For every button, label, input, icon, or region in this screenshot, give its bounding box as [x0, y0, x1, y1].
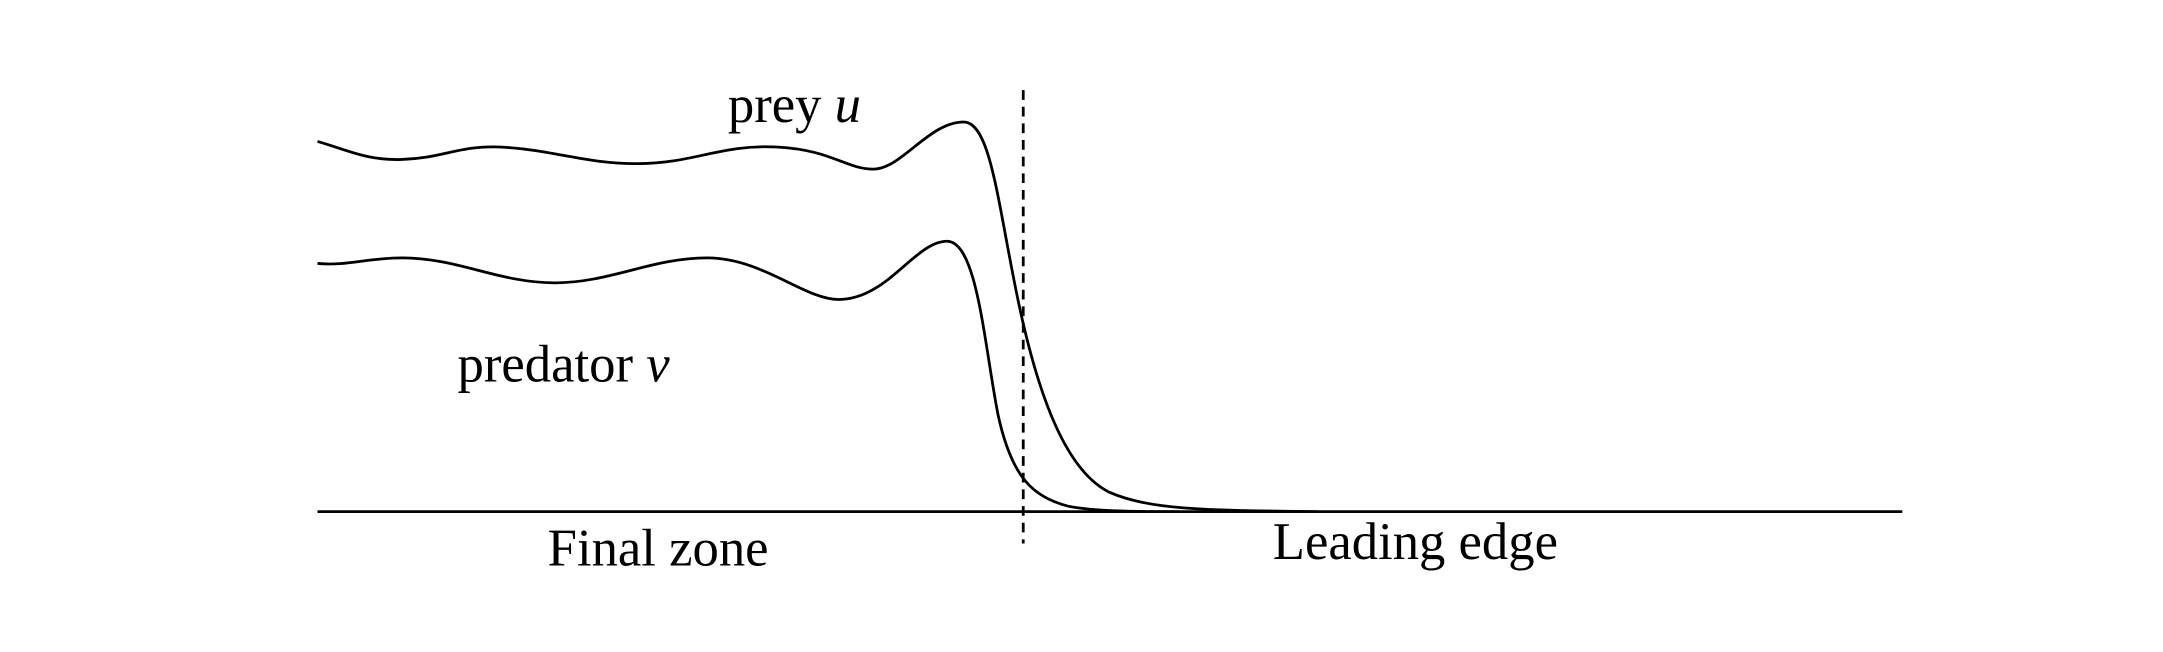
predator-label: predator v	[458, 335, 671, 393]
prey-curve	[317, 120, 1318, 514]
prey-word: prey	[728, 76, 822, 134]
final-zone-label: Final zone	[548, 520, 769, 578]
leading-edge-label: Leading edge	[1273, 513, 1558, 571]
prey-symbol: u	[835, 76, 861, 134]
predator-curve	[317, 239, 1179, 514]
prey-label: prey u	[728, 76, 861, 134]
predator-symbol: v	[646, 335, 670, 393]
predator-word: predator	[458, 335, 634, 393]
diagram-body: prey u predator v Final zone Leading edg…	[317, 76, 1903, 578]
